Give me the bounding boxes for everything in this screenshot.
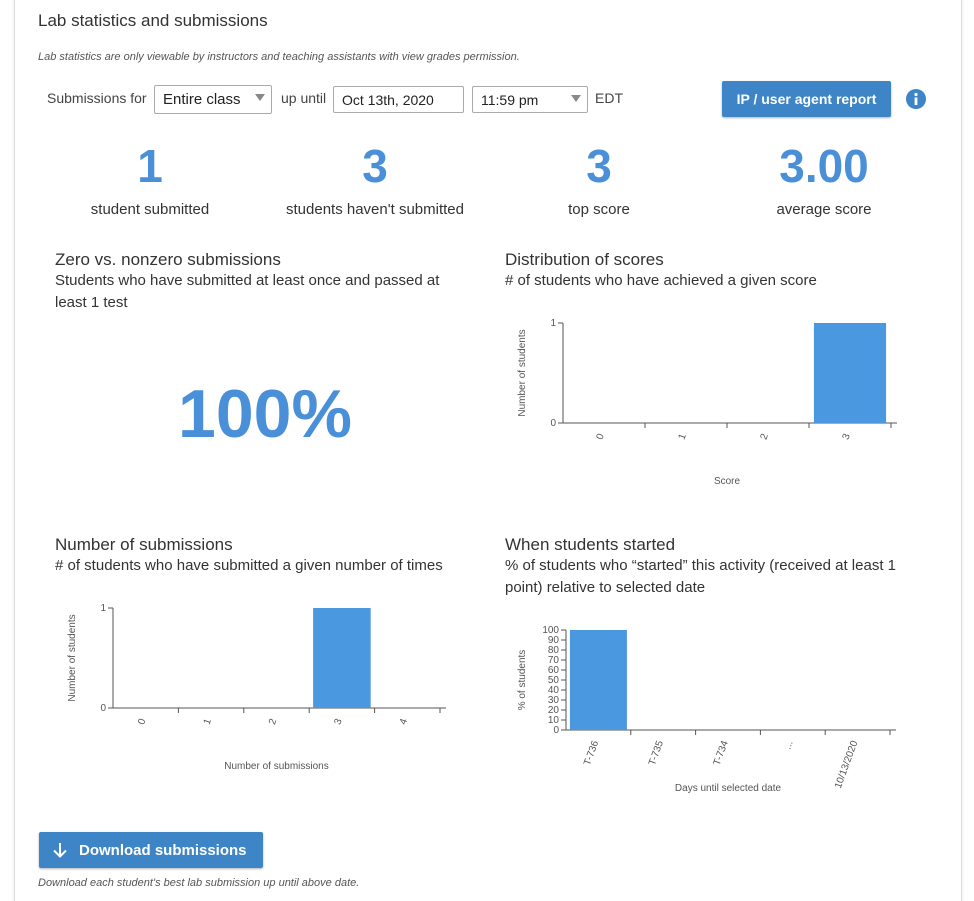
percent-value: 100% (178, 376, 352, 452)
download-icon (53, 843, 67, 858)
x-tick-label: ... (782, 739, 795, 751)
label: up until (281, 90, 327, 106)
y-tick-label: 0 (553, 725, 559, 736)
x-axis-label: Number of submissions (224, 761, 328, 772)
date-input[interactable]: Oct 13th, 2020 (333, 86, 464, 113)
caret (255, 94, 265, 101)
x-tick-label: T-736 (582, 739, 601, 767)
time-value: 11:59 pm (481, 91, 539, 108)
stat-label: average score (776, 201, 872, 218)
chart-title: When students started (505, 535, 676, 554)
chart-subtitle: # of students who have submitted a given… (55, 557, 443, 574)
stat-value: 3 (586, 140, 612, 192)
group-select[interactable]: Entire class (154, 85, 272, 114)
y-tick-label: 1 (100, 603, 106, 614)
info-icon[interactable] (906, 89, 926, 109)
y-axis-label: % of students (517, 650, 528, 711)
y-axis-label: Number of students (67, 614, 78, 701)
section-subtitle: Students who have submitted at least onc… (55, 272, 440, 311)
card (14, 0, 962, 901)
y-tick-label: 90 (548, 635, 560, 646)
permission-note: Lab statistics are only viewable by inst… (38, 51, 520, 63)
report-button[interactable]: IP / user agent report (722, 81, 891, 117)
stat-value: 3 (362, 140, 388, 192)
x-tick-label: 2 (267, 717, 279, 726)
page-title: Lab statistics and submissions (38, 11, 268, 30)
stat-label: students haven't submitted (286, 201, 464, 218)
bar (313, 608, 371, 708)
x-axis-label: Score (714, 476, 741, 487)
chart-title: Distribution of scores (505, 250, 664, 269)
y-tick-label: 0 (550, 418, 556, 429)
y-axis-label: Number of students (517, 329, 528, 416)
y-tick-label: 70 (548, 655, 560, 666)
x-tick-label: 0 (595, 432, 607, 441)
time-select[interactable]: 11:59 pm (472, 86, 588, 113)
y-tick-label: 80 (548, 645, 560, 656)
x-tick-label: 1 (202, 717, 214, 726)
caret (571, 95, 581, 102)
x-tick-label: 2 (759, 432, 771, 441)
download-button[interactable]: Download submissions (39, 832, 263, 868)
x-tick-label: T-734 (712, 739, 731, 767)
x-tick-label: 0 (136, 717, 148, 726)
y-tick-label: 100 (542, 625, 559, 636)
chart-subtitle: % of students who “started” this activit… (505, 557, 897, 596)
section-title: Zero vs. nonzero submissions (55, 250, 281, 269)
label: Submissions for (47, 90, 147, 106)
date-value: Oct 13th, 2020 (342, 91, 434, 108)
button-label: Download submissions (79, 841, 247, 859)
y-tick-label: 60 (548, 665, 560, 676)
button-label: IP / user agent report (736, 91, 877, 107)
bar (569, 630, 627, 730)
stat-value: 3.00 (779, 140, 869, 192)
chart-subtitle: # of students who have achieved a given … (505, 272, 817, 289)
x-tick-label: 3 (332, 717, 344, 726)
stat-label: top score (568, 201, 630, 218)
x-tick-label: 1 (677, 432, 689, 441)
y-tick-label: 40 (548, 685, 560, 696)
y-tick-label: 50 (548, 675, 560, 686)
x-tick-label: T-735 (647, 739, 666, 767)
chart-title: Number of submissions (55, 535, 233, 554)
timezone: EDT (595, 90, 623, 106)
x-tick-label: 3 (841, 432, 853, 441)
stat-value: 1 (137, 140, 163, 192)
x-tick-label: 10/13/2020 (833, 739, 861, 790)
bar (813, 323, 887, 423)
y-tick-label: 30 (548, 695, 560, 706)
x-axis-label: Days until selected date (675, 783, 782, 794)
y-tick-label: 1 (550, 318, 556, 329)
chart: 0 1 0 1 2 3 Score Number of students (517, 318, 897, 487)
select-value: Entire class (163, 91, 241, 108)
chart: 0 1 0 1 2 3 4 Number of submissions Number of st… (67, 603, 446, 772)
x-tick-label: 4 (398, 717, 410, 726)
download-note: Download each student's best lab submiss… (38, 877, 360, 889)
stat-label: student submitted (90, 201, 210, 218)
y-tick-label: 0 (100, 703, 106, 714)
y-tick-label: 10 (548, 715, 560, 726)
y-tick-label: 20 (548, 705, 560, 716)
